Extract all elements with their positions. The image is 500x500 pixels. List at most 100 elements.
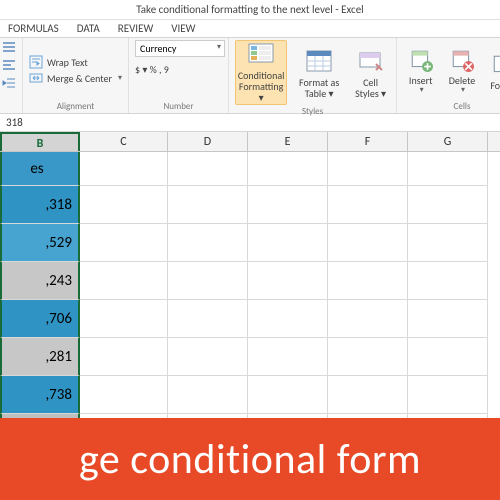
column-headers-row: BCDEFG [0, 132, 500, 152]
delete-button[interactable]: Delete ▾ [444, 45, 479, 95]
cell[interactable] [168, 224, 248, 262]
cell[interactable]: ,318 [0, 186, 80, 224]
column-header-G[interactable]: G [408, 132, 488, 151]
chevron-down-icon: ▾ [461, 86, 465, 95]
cell[interactable]: ,529 [0, 224, 80, 262]
column-header-F[interactable]: F [328, 132, 408, 151]
group-styles: Conditional Formatting ▾ Format as Table… [229, 38, 397, 113]
cell[interactable] [408, 262, 488, 300]
cell[interactable] [248, 338, 328, 376]
fmt-table-l2: Table ▾ [305, 88, 334, 99]
chevron-down-icon: ▾ [118, 73, 122, 83]
wrap-text-button[interactable]: Wrap Text [29, 55, 122, 69]
group-alignment-label: Alignment [29, 100, 122, 112]
wrap-text-label: Wrap Text [47, 56, 88, 69]
number-symbols: $ ▾ % , 9 [135, 63, 169, 76]
align-icon-2[interactable] [2, 58, 16, 72]
cell[interactable] [248, 376, 328, 414]
align-icon[interactable] [2, 40, 16, 54]
cell[interactable] [328, 376, 408, 414]
cell-styles-l2: Styles ▾ [355, 88, 386, 99]
group-number: Currency $ ▾ % , 9 Number [129, 38, 229, 113]
cell[interactable] [328, 224, 408, 262]
cell[interactable] [328, 152, 408, 186]
cell[interactable] [328, 300, 408, 338]
merge-center-label: Merge & Center [47, 72, 112, 85]
cell[interactable] [328, 262, 408, 300]
cell[interactable] [168, 186, 248, 224]
cell-styles-l1: Cell [363, 77, 378, 88]
tab-view[interactable]: VIEW [171, 22, 195, 35]
insert-icon [407, 47, 435, 73]
cell[interactable] [408, 152, 488, 186]
cell[interactable] [80, 186, 168, 224]
cell[interactable] [408, 338, 488, 376]
format-as-table-button[interactable]: Format as Table ▾ [293, 47, 345, 99]
cell[interactable]: es [0, 152, 80, 186]
group-number-label: Number [135, 100, 222, 112]
column-header-B[interactable]: B [0, 132, 80, 151]
cell[interactable] [80, 300, 168, 338]
cell[interactable] [168, 262, 248, 300]
cell[interactable] [80, 338, 168, 376]
column-header-E[interactable]: E [248, 132, 328, 151]
cond-fmt-l2: Formatting ▾ [237, 81, 285, 103]
banner-text: ge conditional form [79, 434, 421, 485]
cell[interactable] [408, 376, 488, 414]
cell-styles-button[interactable]: Cell Styles ▾ [351, 47, 390, 99]
tab-data[interactable]: DATA [77, 22, 100, 35]
cell[interactable] [328, 186, 408, 224]
cell[interactable] [248, 224, 328, 262]
cell[interactable]: ,243 [0, 262, 80, 300]
format-as-table-icon [305, 49, 333, 75]
formula-bar-value: 318 [6, 116, 23, 129]
format-icon [489, 52, 500, 78]
ribbon-tabs: FORMULAS DATA REVIEW VIEW [0, 20, 500, 38]
number-buttons[interactable]: $ ▾ % , 9 [135, 63, 169, 76]
cell[interactable]: ,738 [0, 376, 80, 414]
cell[interactable] [80, 262, 168, 300]
group-alignment: Wrap Text Merge & Center ▾ Alignment [23, 38, 129, 113]
cell[interactable] [168, 300, 248, 338]
number-format-value: Currency [140, 42, 176, 55]
group-label-blank [2, 100, 16, 112]
column-header-C[interactable]: C [80, 132, 168, 151]
cell[interactable]: ,281 [0, 338, 80, 376]
ribbon: Wrap Text Merge & Center ▾ Alignment Cur… [0, 38, 500, 114]
cell[interactable] [168, 376, 248, 414]
cell[interactable] [408, 300, 488, 338]
column-header-D[interactable]: D [168, 132, 248, 151]
insert-button[interactable]: Insert ▾ [403, 45, 438, 95]
conditional-formatting-icon [247, 42, 275, 68]
cell[interactable] [248, 186, 328, 224]
group-cells-label: Cells [403, 100, 500, 112]
tab-review[interactable]: REVIEW [118, 22, 154, 35]
cell[interactable]: ,706 [0, 300, 80, 338]
cell-styles-icon [357, 49, 385, 75]
cell[interactable] [248, 300, 328, 338]
cell[interactable] [168, 338, 248, 376]
fmt-table-l1: Format as [299, 77, 339, 88]
cell[interactable] [248, 152, 328, 186]
cell[interactable] [408, 224, 488, 262]
number-format-dropdown[interactable]: Currency [135, 40, 225, 57]
indent-icon[interactable] [2, 76, 16, 90]
group-styles-label: Styles [235, 105, 390, 117]
delete-icon [448, 47, 476, 73]
video-caption-banner: ge conditional form [0, 418, 500, 500]
window-title: Take conditional formatting to the next … [136, 3, 363, 16]
tab-formulas[interactable]: FORMULAS [8, 22, 59, 35]
cell[interactable] [80, 376, 168, 414]
format-button[interactable]: Forma [486, 50, 500, 91]
cell[interactable] [248, 262, 328, 300]
merge-center-button[interactable]: Merge & Center ▾ [29, 71, 122, 85]
cell[interactable] [328, 338, 408, 376]
cell[interactable] [80, 152, 168, 186]
cell[interactable] [168, 152, 248, 186]
cell[interactable] [80, 224, 168, 262]
merge-icon [29, 71, 43, 85]
conditional-formatting-button[interactable]: Conditional Formatting ▾ [235, 40, 287, 105]
chevron-down-icon: ▾ [420, 86, 424, 95]
cell[interactable] [408, 186, 488, 224]
window-titlebar: Take conditional formatting to the next … [0, 0, 500, 20]
